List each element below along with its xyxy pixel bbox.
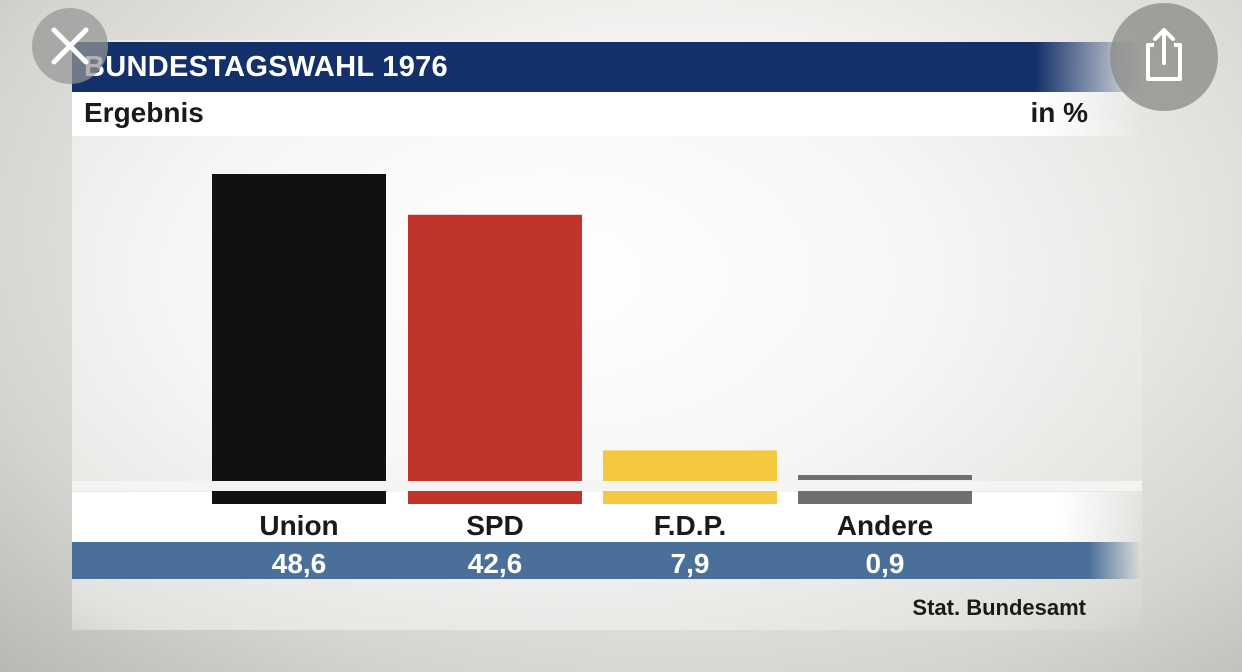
value-label-strip [72, 542, 1142, 579]
bar-union [212, 174, 386, 504]
bar-spd [408, 214, 582, 505]
chart-unit: in % [1030, 97, 1088, 128]
value-label-fdp: 7,9 [670, 548, 710, 579]
baseline-cut [72, 481, 1142, 491]
close-icon [51, 27, 89, 65]
share-icon [1146, 28, 1182, 81]
subtitle-bar: Ergebnis in % [72, 92, 1142, 136]
close-button[interactable] [32, 8, 108, 84]
value-label-spd: 42,6 [467, 548, 523, 579]
bar-marker-andere [798, 475, 972, 480]
title-bar: BUNDESTAGSWAHL 1976 [72, 42, 1142, 92]
chart-subtitle: Ergebnis [84, 97, 204, 128]
chart-graphic: BUNDESTAGSWAHL 1976 Ergebnis in % Union … [72, 40, 1142, 630]
category-label-fdp: F.D.P. [653, 510, 727, 541]
category-label-andere: Andere [836, 510, 934, 541]
category-label-union: Union [259, 510, 339, 541]
category-label-spd: SPD [466, 510, 524, 541]
source-label: Stat. Bundesamt [912, 595, 1086, 620]
bar-plot [72, 174, 1142, 505]
bar-fdp [603, 450, 777, 504]
value-label-union: 48,6 [271, 548, 327, 579]
bar-base-andere [798, 491, 972, 504]
chart-title: BUNDESTAGSWAHL 1976 [84, 51, 448, 83]
share-button[interactable] [1110, 3, 1218, 111]
value-label-andere: 0,9 [865, 548, 905, 579]
